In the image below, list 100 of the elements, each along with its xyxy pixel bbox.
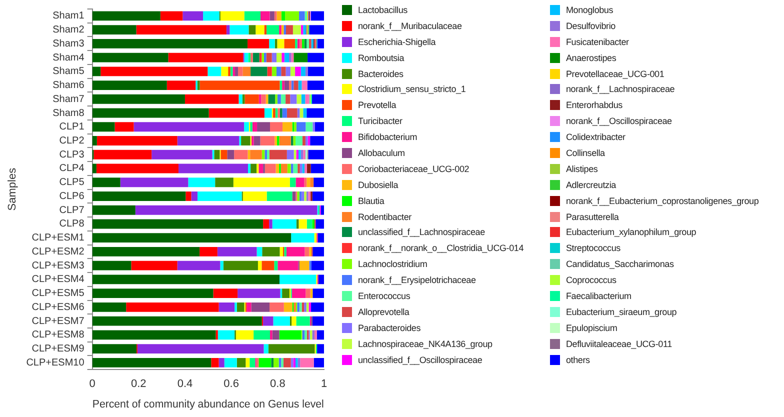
- x-tick-label: 0.8: [270, 378, 286, 390]
- bar: [300, 358, 314, 368]
- bar: [96, 164, 178, 174]
- bar: [320, 205, 324, 215]
- legend-label: norank_f__Muribaculaceae: [358, 20, 462, 31]
- bar: [311, 302, 324, 312]
- legend-label: Coriobacteriaceae_UCG-002: [358, 164, 470, 174]
- legend-label: unclassified_f__Lachnospiraceae: [358, 227, 485, 238]
- bar: [241, 136, 250, 146]
- bar: [258, 164, 264, 174]
- bar: [311, 260, 324, 270]
- bar: [236, 358, 246, 368]
- bar: [302, 164, 305, 174]
- bar: [248, 164, 251, 174]
- bar: [310, 164, 324, 174]
- bar: [274, 260, 278, 270]
- bar: [272, 219, 296, 229]
- bar: [280, 94, 286, 104]
- bar: [282, 108, 287, 118]
- y-tick-label: CLP+ESM3: [32, 260, 85, 272]
- legend-label: Bifidobacterium: [358, 132, 418, 142]
- y-tick-label: CLP+ESM7: [32, 316, 85, 327]
- bar: [226, 25, 230, 35]
- bar: [100, 66, 208, 76]
- legend-label: Rodentibacter: [358, 212, 412, 222]
- bar: [267, 66, 272, 76]
- bar: [257, 122, 270, 132]
- bar: [268, 94, 276, 104]
- bar: [250, 150, 262, 160]
- bar: [308, 66, 324, 76]
- bar: [282, 52, 284, 62]
- legend-label: Eubacterium_siraeum_group: [566, 306, 677, 317]
- bar: [310, 178, 314, 188]
- bar: [227, 150, 234, 160]
- bar: [284, 302, 292, 312]
- x-tick-label: 1: [320, 378, 328, 390]
- bar: [92, 288, 214, 298]
- bar: [286, 25, 293, 35]
- bar: [264, 344, 268, 354]
- legend-label: Prevotella: [358, 100, 396, 110]
- bar: [280, 164, 288, 174]
- bar: [279, 136, 291, 146]
- y-axis-title: Samples: [6, 167, 19, 211]
- bar: [213, 288, 238, 298]
- legend-label: norank_f__Oscillospiraceae: [566, 116, 672, 126]
- bar: [296, 150, 299, 160]
- legend-label: Turicibacter: [358, 116, 402, 126]
- bar: [223, 260, 258, 270]
- legend-label: Epulopiscium: [566, 322, 618, 333]
- bar: [273, 358, 279, 368]
- x-tick-label: 0: [89, 378, 96, 390]
- bar: [221, 66, 228, 76]
- bar: [160, 11, 183, 21]
- bar: [280, 274, 316, 284]
- bar: [244, 122, 249, 132]
- bar: [261, 94, 266, 104]
- bar: [92, 330, 216, 340]
- bar: [299, 302, 302, 312]
- bar: [266, 192, 292, 201]
- y-tick-label: CLP+ESM2: [32, 246, 85, 258]
- bar: [234, 150, 248, 160]
- bar: [136, 25, 226, 35]
- bar: [310, 11, 324, 21]
- x-tick-label: 0.2: [130, 378, 146, 390]
- legend-label: norank_f__Eubacterium_coprostanoligenes_group: [566, 196, 759, 206]
- bar: [208, 66, 222, 76]
- bar: [284, 38, 296, 48]
- bar: [242, 94, 245, 104]
- legend-label: Parabacteroides: [358, 322, 421, 333]
- bar: [92, 358, 212, 368]
- bar: [166, 80, 196, 90]
- bar: [191, 192, 198, 201]
- bar: [246, 358, 250, 368]
- bar: [92, 344, 137, 354]
- bar: [252, 52, 260, 62]
- bar: [92, 302, 126, 312]
- bar: [292, 288, 306, 298]
- bar: [220, 150, 228, 160]
- bar: [254, 330, 270, 340]
- bar: [92, 80, 167, 90]
- bar: [300, 66, 306, 76]
- bar: [299, 260, 310, 270]
- bar: [312, 246, 324, 256]
- y-tick-label: CLP+ESM6: [32, 302, 85, 313]
- bar: [316, 219, 324, 229]
- y-tick-label: CLP+ESM4: [32, 274, 85, 286]
- legend-label: unclassified_f__Oscillospiraceae: [358, 354, 482, 365]
- y-tick-label: Sham5: [52, 66, 85, 78]
- bar: [92, 316, 262, 326]
- bar: [282, 122, 292, 132]
- bar: [182, 11, 204, 21]
- bar: [300, 108, 304, 118]
- bar: [312, 192, 324, 201]
- bar: [286, 246, 305, 256]
- x-axis-title: Percent of community abundance on Genus level: [92, 398, 324, 410]
- legend-label: Dubosiella: [358, 180, 398, 190]
- bar: [286, 150, 294, 160]
- bar: [317, 38, 324, 48]
- legend-label: Lactobacillus: [358, 4, 408, 15]
- bar: [308, 150, 324, 160]
